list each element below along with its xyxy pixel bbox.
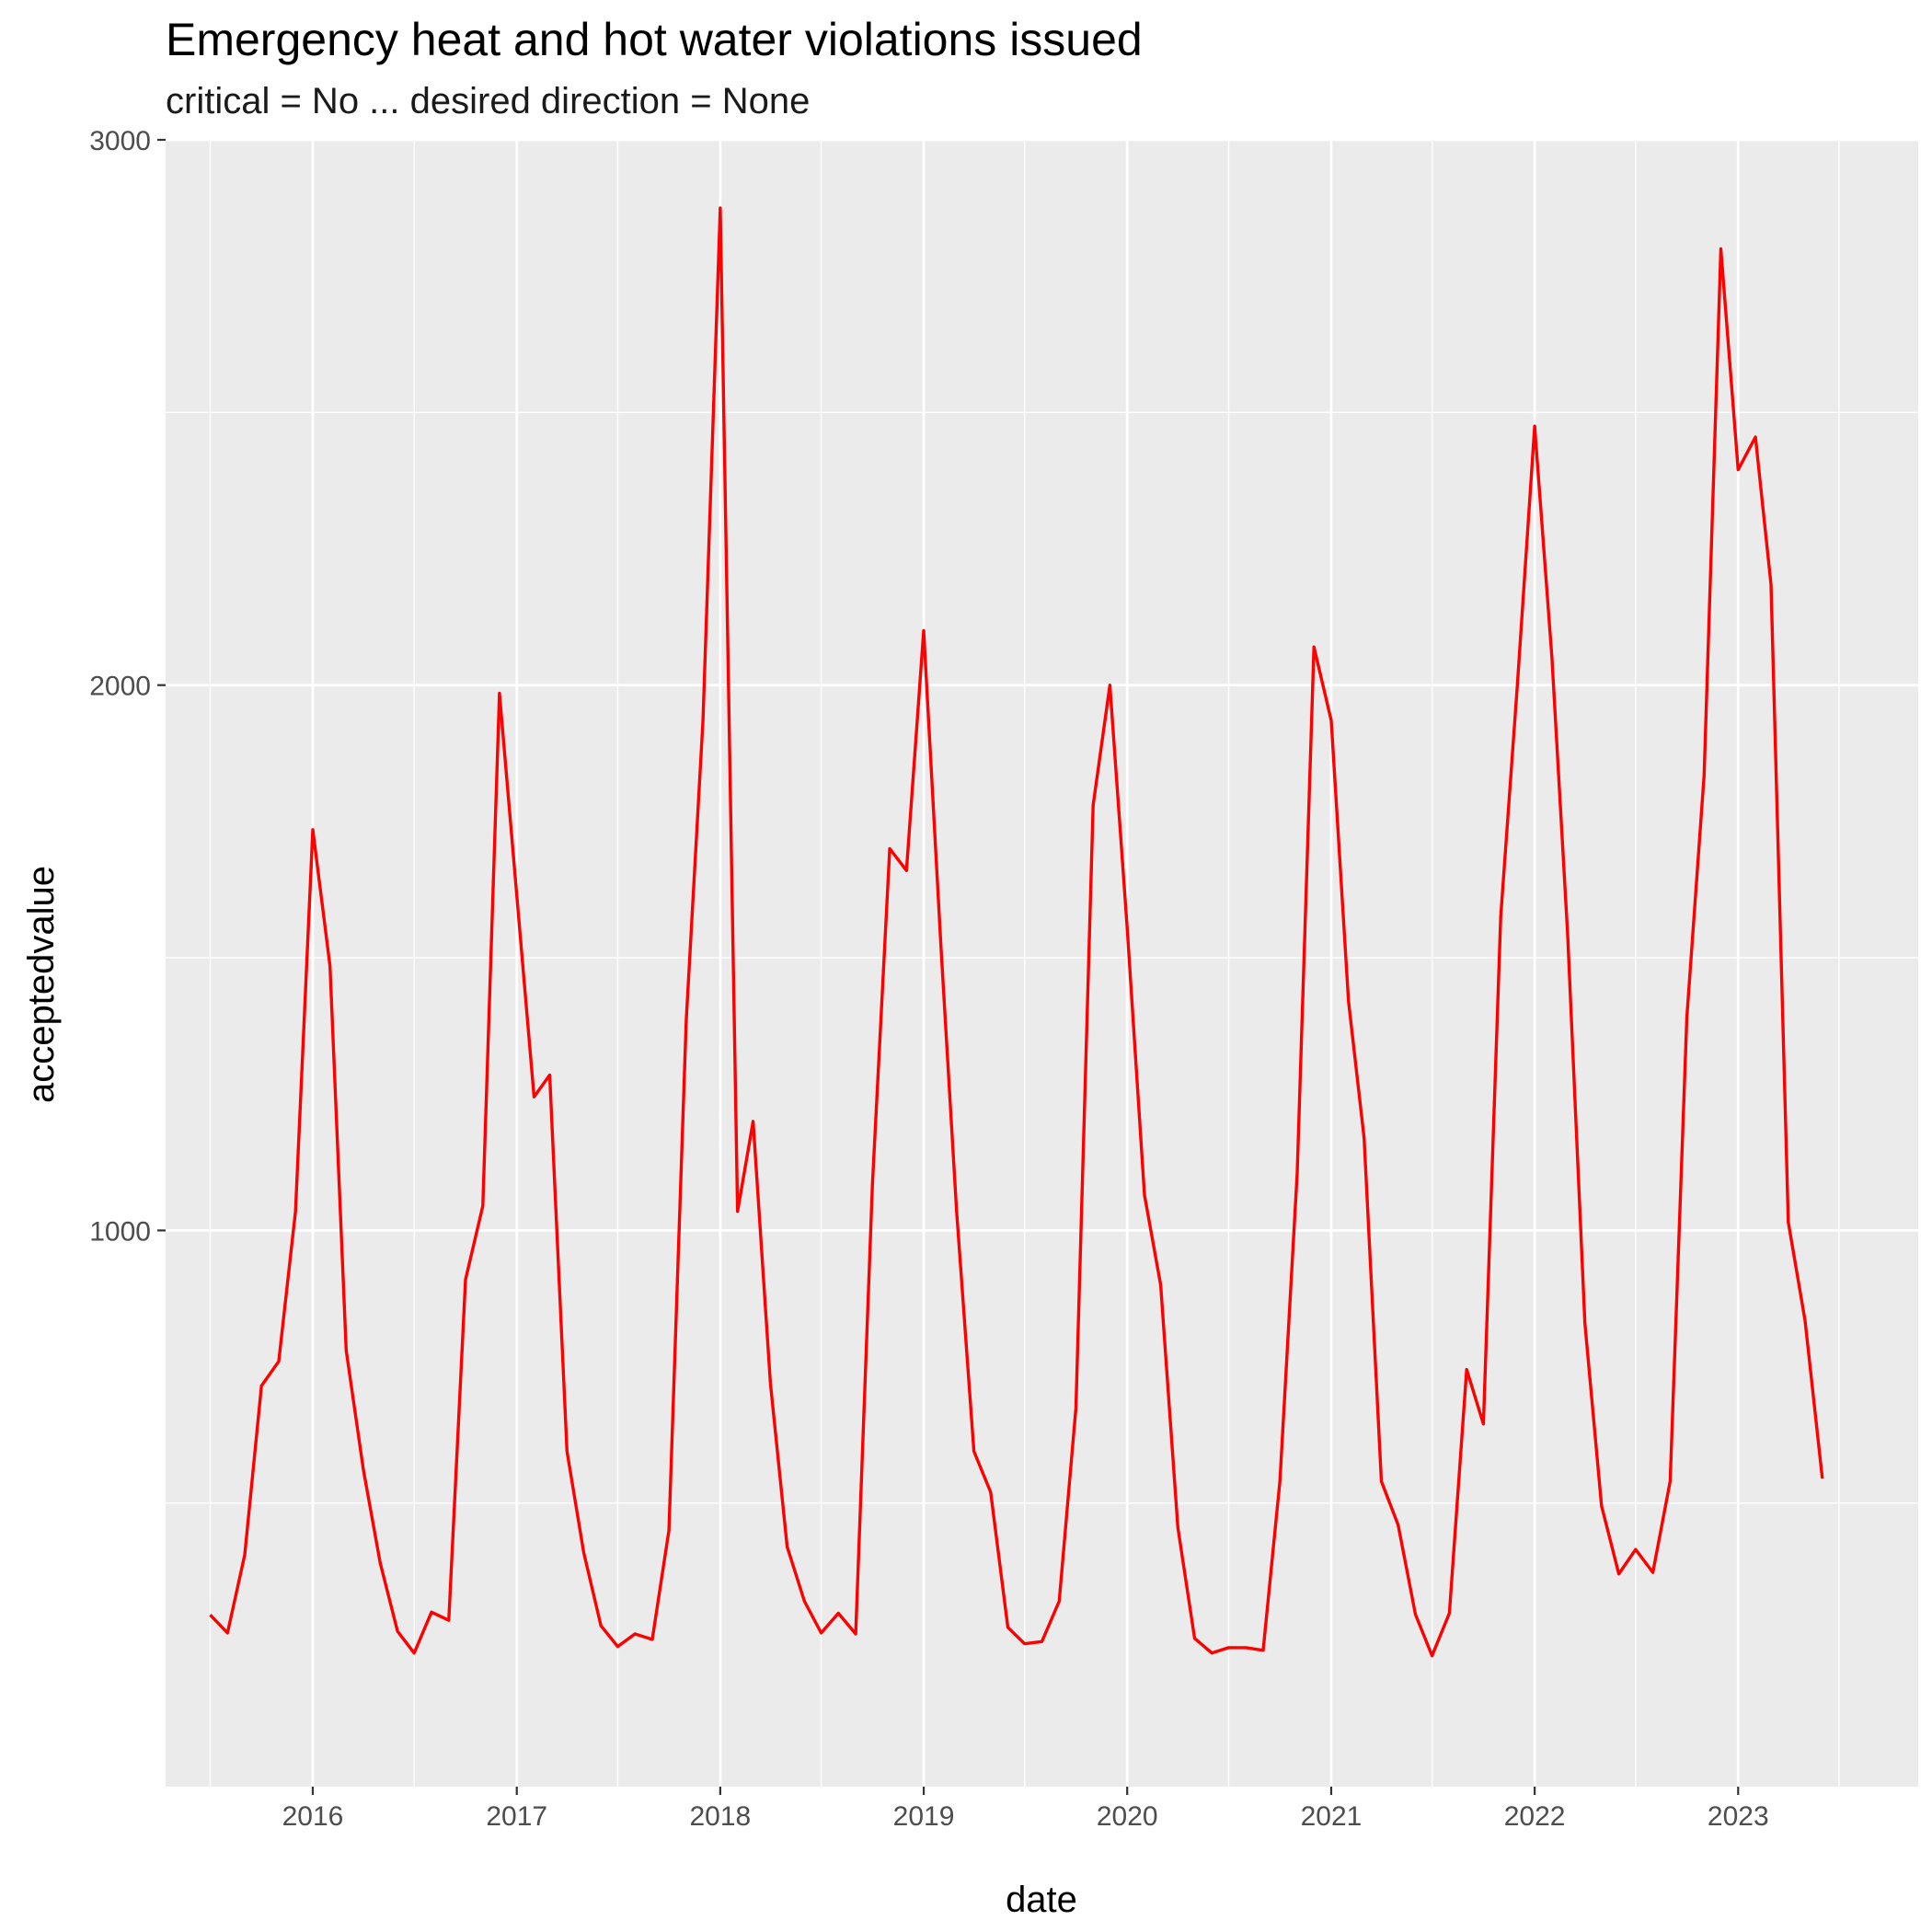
x-tick-label: 2023 bbox=[1708, 1801, 1769, 1832]
x-tick-label: 2019 bbox=[893, 1801, 955, 1832]
x-tick-label: 2017 bbox=[486, 1801, 547, 1832]
minor-x-gridlines bbox=[209, 140, 1840, 1787]
series-layer bbox=[209, 206, 1824, 1658]
x-axis-title: date bbox=[1006, 1880, 1077, 1920]
x-tick-label: 2018 bbox=[690, 1801, 752, 1832]
x-tick-label: 2021 bbox=[1301, 1801, 1363, 1832]
minor-y-gridlines bbox=[166, 411, 1918, 1504]
x-tick-label: 2016 bbox=[282, 1801, 344, 1832]
x-tick-label: 2020 bbox=[1097, 1801, 1158, 1832]
y-axis-title: acceptedvalue bbox=[21, 866, 62, 1103]
series-line bbox=[209, 206, 1824, 1658]
chart-title: Emergency heat and hot water violations … bbox=[166, 14, 1143, 65]
y-tick-label: 2000 bbox=[89, 672, 151, 702]
y-tick-label: 1000 bbox=[89, 1216, 151, 1247]
plot-panel bbox=[166, 140, 1918, 1787]
major-y-gridlines bbox=[166, 138, 1918, 1232]
y-axis: 1000 2000 3000 bbox=[89, 126, 166, 1247]
chart-subtitle: critical = No ... desired direction = No… bbox=[166, 81, 811, 121]
y-tick-label: 3000 bbox=[89, 126, 151, 156]
major-x-gridlines bbox=[311, 140, 1740, 1787]
x-tick-label: 2022 bbox=[1504, 1801, 1566, 1832]
x-axis: 2016 2017 2018 2019 2020 2021 2022 2023 bbox=[282, 1787, 1769, 1832]
